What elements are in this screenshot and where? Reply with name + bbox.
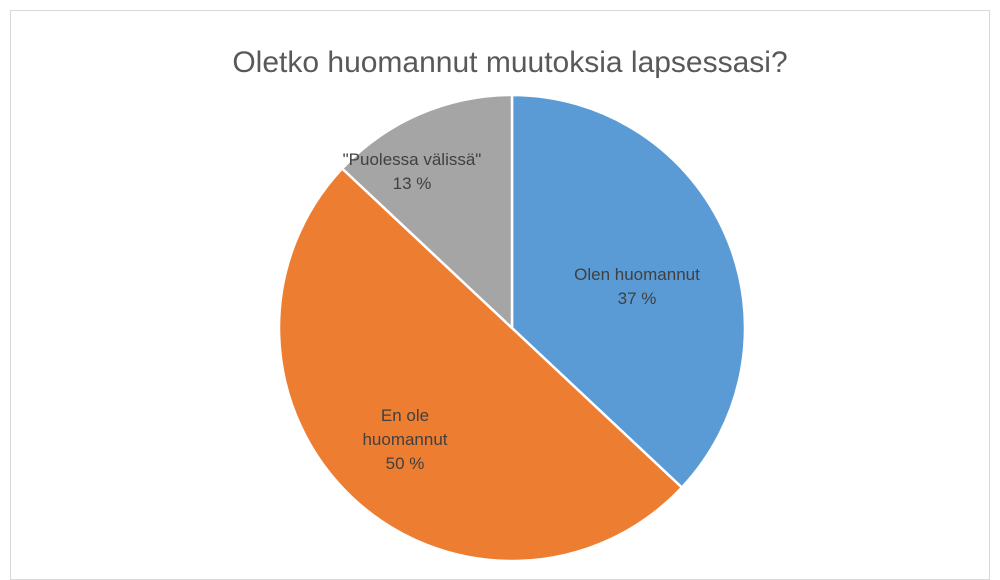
chart-title: Oletko huomannut muutoksia lapsessasi? [232, 46, 787, 79]
pie-slice [340, 93, 514, 331]
slice-value: 37 % [617, 289, 657, 308]
slice-value: 50 % [385, 454, 425, 473]
pie-slice [510, 93, 747, 490]
data-label: Olen huomannut 37 % [537, 263, 737, 311]
slice-category: Olen huomannut [574, 265, 700, 284]
slice-category: "Puolessa välissä" [342, 150, 482, 169]
slice-category: En ole huomannut [362, 406, 448, 449]
slice-value: 13 % [392, 174, 432, 193]
data-label: En ole huomannut 50 % [340, 404, 470, 476]
data-label: "Puolessa välissä" 13 % [312, 148, 512, 196]
pie-slice [277, 166, 684, 563]
